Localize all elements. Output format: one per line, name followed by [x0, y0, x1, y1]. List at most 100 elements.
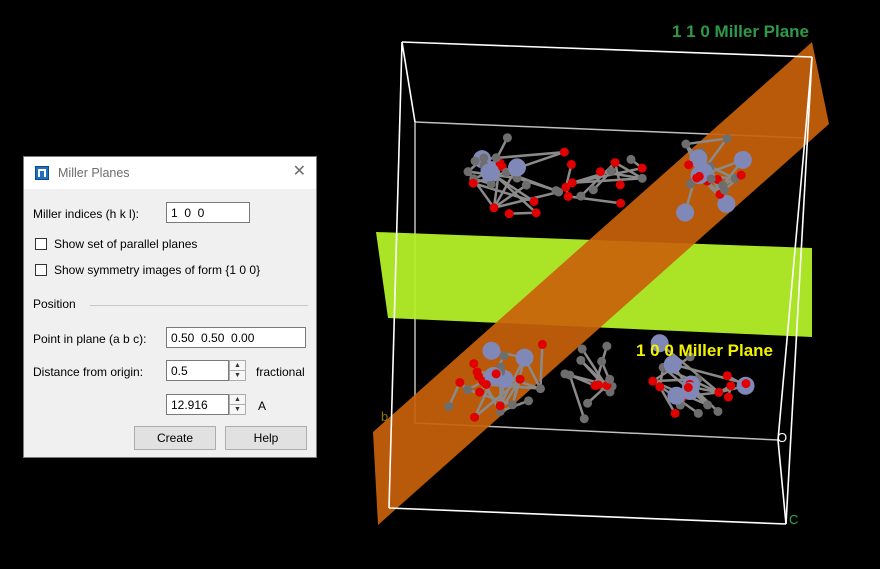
position-separator	[90, 305, 308, 306]
distance-fractional-spinner[interactable]: ▲ ▼	[229, 360, 246, 381]
atom	[610, 158, 620, 168]
distance-angstrom-spinner[interactable]: ▲ ▼	[229, 394, 246, 415]
atom	[655, 382, 665, 392]
atom	[595, 167, 605, 177]
atom	[676, 203, 695, 222]
atom	[588, 185, 598, 195]
atom	[663, 355, 682, 374]
create-button[interactable]: Create	[134, 426, 216, 450]
atom	[468, 178, 478, 188]
atom	[529, 196, 539, 206]
atom	[606, 166, 616, 176]
atom	[670, 408, 680, 418]
plane-100-label: 1 0 0 Miller Plane	[636, 341, 774, 360]
bond	[658, 386, 677, 414]
atom	[455, 377, 465, 387]
atom	[602, 341, 612, 351]
atom	[693, 408, 703, 418]
atom	[686, 179, 696, 189]
spin-up-icon[interactable]: ▲	[230, 361, 245, 371]
app-window-icon	[35, 166, 49, 180]
atom	[480, 163, 499, 182]
atom	[722, 371, 732, 381]
angstrom-unit-label: A	[258, 399, 267, 413]
bond	[467, 388, 513, 406]
molecular-structure	[444, 133, 755, 424]
atom	[683, 382, 693, 392]
atom	[713, 406, 723, 416]
atom	[479, 153, 489, 163]
plane-110	[373, 42, 829, 525]
atom	[554, 187, 564, 197]
atom	[486, 179, 496, 189]
atom	[469, 359, 479, 369]
show-parallel-checkbox[interactable]	[35, 238, 47, 250]
miller-indices-label: Miller indices (h k l):	[33, 207, 140, 221]
show-symmetry-label: Show symmetry images of form {1 0 0}	[54, 263, 261, 277]
bond	[568, 195, 621, 205]
distance-label: Distance from origin:	[33, 365, 144, 379]
atom	[616, 198, 626, 208]
atom	[667, 386, 686, 405]
atom	[472, 367, 482, 377]
dialog-titlebar[interactable]: Miller Planes ✕	[24, 157, 316, 189]
atom	[508, 158, 527, 177]
bond	[509, 211, 537, 215]
atom	[597, 356, 607, 366]
atom	[563, 191, 573, 201]
atom	[733, 150, 752, 169]
atom	[444, 402, 454, 412]
bond	[539, 344, 544, 389]
axis-label-b: b	[381, 409, 389, 424]
close-icon[interactable]: ✕	[292, 163, 306, 180]
atom	[741, 379, 751, 389]
bond	[472, 182, 535, 203]
atom	[504, 209, 514, 219]
atom	[605, 374, 615, 384]
help-button[interactable]: Help	[225, 426, 307, 450]
atom	[648, 376, 658, 386]
spin-up-icon[interactable]: ▲	[230, 395, 245, 405]
axis-label-c: C	[789, 512, 799, 527]
position-section-label: Position	[33, 297, 76, 311]
atom	[470, 412, 480, 422]
point-in-plane-label: Point in plane (a b c):	[33, 332, 147, 346]
spin-down-icon[interactable]: ▼	[234, 406, 241, 413]
atom	[714, 387, 724, 397]
bond	[572, 177, 643, 185]
atom	[521, 180, 531, 190]
bond	[685, 137, 728, 146]
spin-down-icon[interactable]: ▼	[234, 372, 241, 379]
atom	[559, 147, 569, 157]
atom	[719, 185, 729, 195]
atom	[561, 182, 571, 192]
atom	[736, 170, 746, 180]
atom	[567, 178, 577, 188]
atom	[566, 159, 576, 169]
atom	[560, 369, 570, 379]
atom	[576, 191, 586, 201]
bond	[579, 359, 608, 387]
atom	[685, 352, 695, 362]
atom	[515, 348, 534, 367]
atom	[684, 160, 694, 170]
atom	[694, 171, 704, 181]
atom	[726, 381, 736, 391]
atom	[495, 401, 505, 411]
distance-angstrom-input[interactable]	[166, 394, 229, 415]
bond	[486, 383, 541, 390]
atom	[535, 384, 545, 394]
atom	[637, 173, 647, 183]
miller-indices-input[interactable]	[166, 202, 250, 223]
distance-fractional-input[interactable]	[166, 360, 229, 381]
point-in-plane-input[interactable]	[166, 327, 306, 348]
atom	[537, 339, 547, 349]
show-parallel-label: Show set of parallel planes	[54, 237, 198, 251]
atom	[706, 174, 716, 184]
bond	[568, 374, 586, 420]
bond	[614, 161, 643, 180]
atom	[723, 392, 733, 402]
show-symmetry-checkbox[interactable]	[35, 264, 47, 276]
atom	[499, 351, 509, 361]
